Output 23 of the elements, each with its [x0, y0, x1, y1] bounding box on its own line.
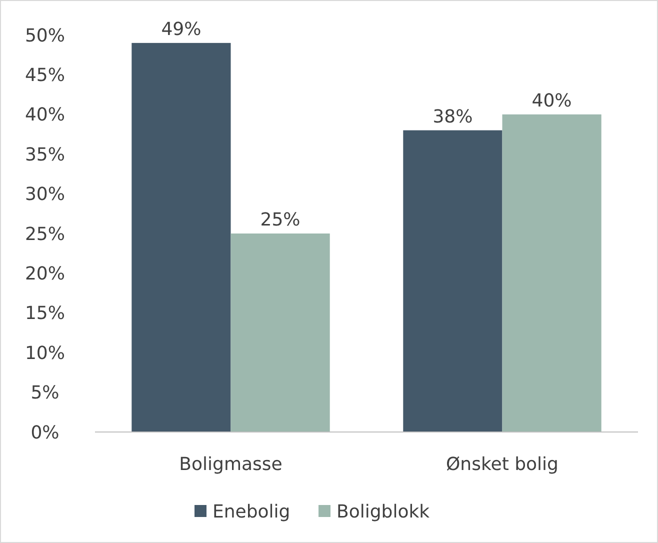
bar [132, 42, 231, 432]
y-tick-label: 35% [24, 144, 66, 166]
y-tick-label: 30% [24, 184, 66, 206]
y-tick-label: 50% [24, 25, 66, 46]
y-tick-label: 0% [30, 422, 60, 444]
x-tick-label: Boligmasse [179, 454, 282, 475]
bar [403, 130, 502, 432]
y-tick-label: 15% [24, 303, 66, 324]
bar [502, 114, 602, 432]
bar [230, 234, 330, 432]
legend-label: Enebolig [212, 501, 290, 522]
data-label: 25% [260, 210, 300, 230]
y-tick-label: 25% [24, 224, 66, 245]
y-tick-label: 10% [24, 342, 66, 364]
y-tick-label: 5% [30, 382, 60, 404]
data-label: 49% [161, 18, 202, 40]
legend-label: Boligblokk [336, 501, 430, 522]
y-tick-label: 20% [24, 264, 66, 284]
data-label: 40% [532, 90, 572, 112]
x-tick-label: Ønsket bolig [446, 454, 558, 475]
y-tick-label: 40% [24, 104, 66, 126]
y-tick-label: 45% [24, 65, 66, 86]
data-label: 38% [432, 106, 473, 128]
